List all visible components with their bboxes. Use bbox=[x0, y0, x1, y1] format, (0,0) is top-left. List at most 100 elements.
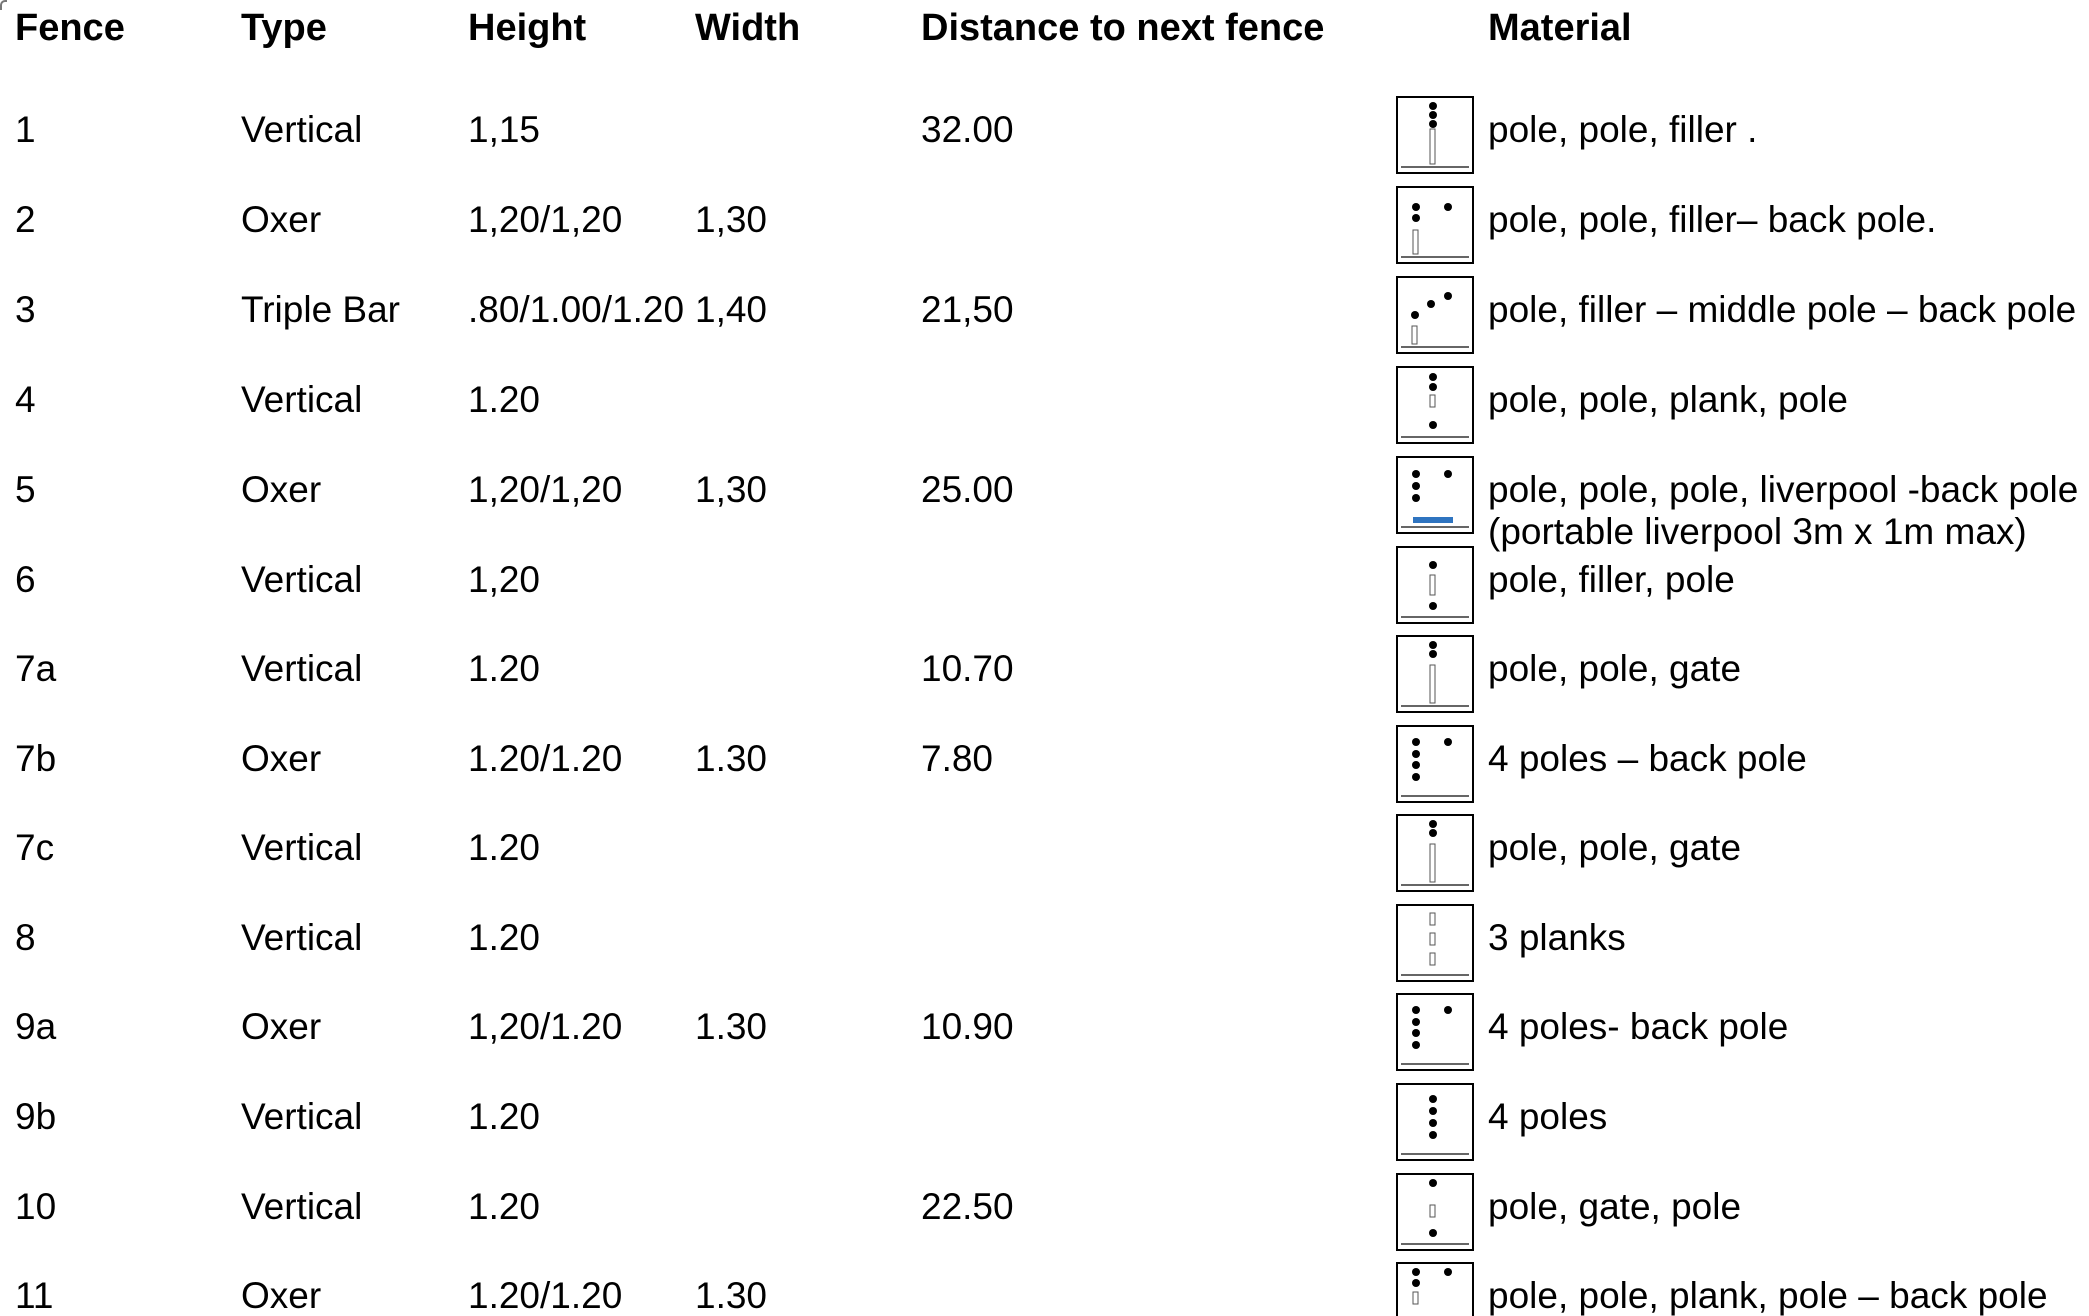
pole-dot bbox=[1429, 421, 1437, 429]
fence-row: 7c Vertical 1.20 pole, pole, gate bbox=[0, 814, 2089, 908]
fence-row: 9b Vertical 1.20 4 poles bbox=[0, 1083, 2089, 1177]
fence-diagram-icon bbox=[1396, 456, 1474, 534]
plank-mark bbox=[1412, 1291, 1419, 1305]
filler-mark bbox=[1429, 574, 1436, 596]
fence-height: 1.20 bbox=[468, 827, 541, 868]
pole-dot bbox=[1429, 820, 1437, 828]
pole-dot bbox=[1444, 1268, 1452, 1276]
pole-dot bbox=[1444, 738, 1452, 746]
fence-number: 7b bbox=[15, 738, 57, 779]
pole-dot bbox=[1412, 470, 1420, 478]
fence-row: 2 Oxer 1,20/1,20 1,30 pole, pole, filler– ba… bbox=[0, 186, 2089, 280]
fence-material: pole, pole, filler . bbox=[1488, 109, 1758, 150]
pole-dot bbox=[1429, 561, 1437, 569]
plank-mark bbox=[1429, 952, 1436, 966]
fence-number: 9b bbox=[15, 1096, 57, 1137]
filler-mark bbox=[1429, 128, 1436, 165]
fence-material: pole, filler – middle pole – back pole bbox=[1488, 289, 2077, 330]
distance-to-next-fence: 22.50 bbox=[921, 1186, 1014, 1227]
header-height: Height bbox=[468, 7, 587, 49]
plank-mark bbox=[1429, 394, 1436, 408]
pole-dot bbox=[1429, 1179, 1437, 1187]
pole-dot bbox=[1412, 738, 1420, 746]
pole-dot bbox=[1412, 1018, 1420, 1026]
filler-mark bbox=[1412, 229, 1419, 255]
pole-dot bbox=[1444, 203, 1452, 211]
fence-diagram-icon bbox=[1396, 1173, 1474, 1251]
fence-width: 1.30 bbox=[695, 738, 768, 779]
pole-dot bbox=[1411, 311, 1419, 319]
fence-type: Vertical bbox=[241, 1186, 363, 1227]
pole-dot bbox=[1429, 1095, 1437, 1103]
fence-row: 4 Vertical 1.20 pole, pole, plank, pole bbox=[0, 366, 2089, 460]
pole-dot bbox=[1412, 1029, 1420, 1037]
fence-material: 3 planks bbox=[1488, 917, 1626, 958]
filler-mark bbox=[1411, 325, 1418, 345]
fence-width: 1,30 bbox=[695, 199, 768, 240]
fence-diagram-icon bbox=[1396, 814, 1474, 892]
fence-height: 1.20 bbox=[468, 917, 541, 958]
fence-row: 5 Oxer 1,20/1,20 1,30 25.00 pole, pole, pole,… bbox=[0, 456, 2089, 552]
fence-number: 2 bbox=[15, 199, 36, 240]
fence-type: Vertical bbox=[241, 109, 363, 150]
pole-dot bbox=[1429, 1119, 1437, 1127]
fence-number: 3 bbox=[15, 289, 36, 330]
pole-dot bbox=[1412, 750, 1420, 758]
fence-material: pole, pole, pole, liverpool -back pole bbox=[1488, 469, 2079, 510]
header-distance: Distance to next fence bbox=[921, 7, 1325, 49]
plank-mark bbox=[1429, 1204, 1436, 1218]
fence-height: 1,20 bbox=[468, 559, 541, 600]
filler-mark bbox=[1429, 843, 1436, 883]
fence-diagram-icon bbox=[1396, 96, 1474, 174]
fence-height: 1.20 bbox=[468, 648, 541, 689]
fence-diagram-icon bbox=[1396, 904, 1474, 982]
fence-diagram-icon bbox=[1396, 635, 1474, 713]
fence-material: pole, filler, pole bbox=[1488, 559, 1735, 600]
fence-height: 1,20/1.20 bbox=[468, 1006, 623, 1047]
fence-row: 11 Oxer 1.20/1.20 1.30 pole, pole, plank, po… bbox=[0, 1262, 2089, 1316]
fence-number: 4 bbox=[15, 379, 36, 420]
header-material: Material bbox=[1488, 7, 1632, 49]
material-note: (portable liverpool 3m x 1m max) bbox=[1488, 511, 2027, 552]
fence-number: 1 bbox=[15, 109, 36, 150]
fence-type: Vertical bbox=[241, 559, 363, 600]
fence-row: 1 Vertical 1,15 32.00 pole, pole, filler . bbox=[0, 96, 2089, 190]
pole-dot bbox=[1412, 494, 1420, 502]
pole-dot bbox=[1412, 1041, 1420, 1049]
pole-dot bbox=[1412, 761, 1420, 769]
fence-material: pole, pole, gate bbox=[1488, 648, 1742, 689]
fence-type: Vertical bbox=[241, 1096, 363, 1137]
fence-height: 1.20 bbox=[468, 1186, 541, 1227]
page-corner-mark bbox=[0, 0, 7, 10]
fence-row: 9a Oxer 1,20/1.20 1.30 10.90 4 poles- back po… bbox=[0, 993, 2089, 1087]
distance-to-next-fence: 10.70 bbox=[921, 648, 1014, 689]
pole-dot bbox=[1429, 1107, 1437, 1115]
fence-height: 1,15 bbox=[468, 109, 541, 150]
pole-dot bbox=[1444, 470, 1452, 478]
fence-number: 7c bbox=[15, 827, 55, 868]
fence-number: 10 bbox=[15, 1186, 57, 1227]
fence-material: 4 poles- back pole bbox=[1488, 1006, 1789, 1047]
fence-diagram-icon bbox=[1396, 725, 1474, 803]
fence-number: 7a bbox=[15, 648, 57, 689]
plank-mark bbox=[1429, 932, 1436, 946]
fence-material: pole, pole, plank, pole – back pole bbox=[1488, 1275, 2048, 1316]
pole-dot bbox=[1429, 102, 1437, 110]
pole-dot bbox=[1412, 203, 1420, 211]
fence-row: 3 Triple Bar .80/1.00/1.20 1,40 21,50 pole, f… bbox=[0, 276, 2089, 370]
pole-dot bbox=[1429, 111, 1437, 119]
distance-to-next-fence: 7.80 bbox=[921, 738, 994, 779]
fence-type: Oxer bbox=[241, 199, 322, 240]
fence-height: 1.20/1.20 bbox=[468, 738, 623, 779]
fence-diagram-icon bbox=[1396, 546, 1474, 624]
fence-material: pole, pole, gate bbox=[1488, 827, 1742, 868]
fence-type: Vertical bbox=[241, 917, 363, 958]
pole-dot bbox=[1429, 383, 1437, 391]
liverpool-water-tray bbox=[1413, 517, 1453, 523]
fence-type: Oxer bbox=[241, 1006, 322, 1047]
fence-material: pole, pole, plank, pole bbox=[1488, 379, 1848, 420]
fence-type: Triple Bar bbox=[241, 289, 401, 330]
pole-dot bbox=[1429, 602, 1437, 610]
fence-type: Vertical bbox=[241, 827, 363, 868]
